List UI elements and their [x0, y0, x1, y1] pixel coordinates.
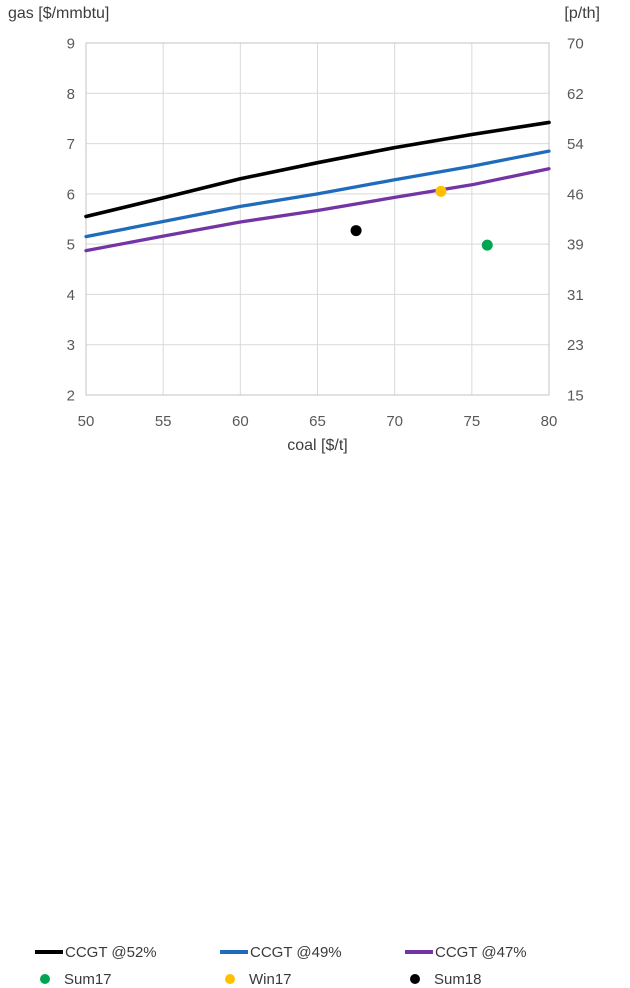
legend-label-sum17: Sum17 — [64, 970, 112, 988]
left-tick-label: 6 — [67, 186, 75, 203]
right-axis-title: [p/th] — [564, 5, 600, 22]
legend-item-ccgt-52: CCGT @52% — [35, 943, 157, 961]
x-tick-label: 60 — [232, 413, 249, 430]
left-tick-label: 5 — [67, 237, 75, 254]
left-tick-label: 8 — [67, 86, 75, 103]
legend-label-ccgt-49: CCGT @49% — [250, 943, 342, 961]
left-tick-label: 7 — [67, 136, 75, 153]
series-line-2 — [84, 167, 551, 253]
right-tick-label: 23 — [567, 337, 584, 354]
x-tick-label: 80 — [541, 413, 558, 430]
legend-dot-marker-sum18 — [410, 974, 420, 984]
right-tick-label: 62 — [567, 86, 584, 103]
right-tick-label: 46 — [567, 186, 584, 203]
left-tick-label: 4 — [67, 287, 75, 304]
x-tick-label: 55 — [155, 413, 172, 430]
legend-dot-marker-sum17 — [40, 974, 50, 984]
right-tick-label: 31 — [567, 287, 584, 304]
legend-label-ccgt-52: CCGT @52% — [65, 943, 157, 961]
legend-item-sum18: Sum18 — [410, 970, 482, 988]
legend-line-marker-ccgt-49 — [220, 950, 248, 954]
point-win17 — [435, 185, 447, 197]
chart-canvas: gas [$/mmbtu] [p/th] 2 3 4 5 6 7 8 9 15 23 31 39 46 5… — [0, 5, 630, 988]
series-line-1 — [84, 149, 551, 239]
x-tick-label: 70 — [386, 413, 403, 430]
plot-border — [85, 42, 550, 396]
legend-item-win17: Win17 — [225, 970, 292, 988]
legend-label-win17: Win17 — [249, 970, 292, 988]
legend-label-sum18: Sum18 — [434, 970, 482, 988]
x-tick-label: 75 — [463, 413, 480, 430]
right-tick-label: 70 — [567, 36, 584, 53]
legend-item-ccgt-47: CCGT @47% — [405, 943, 527, 961]
x-axis-title: coal [$/t] — [287, 437, 348, 454]
left-tick-label: 9 — [67, 36, 75, 53]
right-tick-label: 54 — [567, 136, 584, 153]
right-tick-label: 15 — [567, 388, 584, 405]
legend-dot-marker-win17 — [225, 974, 235, 984]
left-axis-title: gas [$/mmbtu] — [8, 5, 110, 22]
x-tick-label: 50 — [78, 413, 95, 430]
point-sum18 — [350, 225, 362, 237]
legend-item-ccgt-49: CCGT @49% — [220, 943, 342, 961]
legend-label-ccgt-47: CCGT @47% — [435, 943, 527, 961]
left-tick-label: 2 — [67, 388, 75, 405]
legend-line-marker-ccgt-47 — [405, 950, 433, 954]
point-sum17 — [481, 239, 493, 251]
legend: CCGT @52% CCGT @49% CCGT @47% Sum17 Win1… — [0, 468, 630, 988]
x-tick-label: 65 — [309, 413, 326, 430]
legend-line-marker-ccgt-52 — [35, 950, 63, 954]
right-tick-label: 39 — [567, 237, 584, 254]
legend-item-sum17: Sum17 — [40, 970, 112, 988]
left-tick-label: 3 — [67, 337, 75, 354]
series-line-0 — [84, 120, 551, 219]
